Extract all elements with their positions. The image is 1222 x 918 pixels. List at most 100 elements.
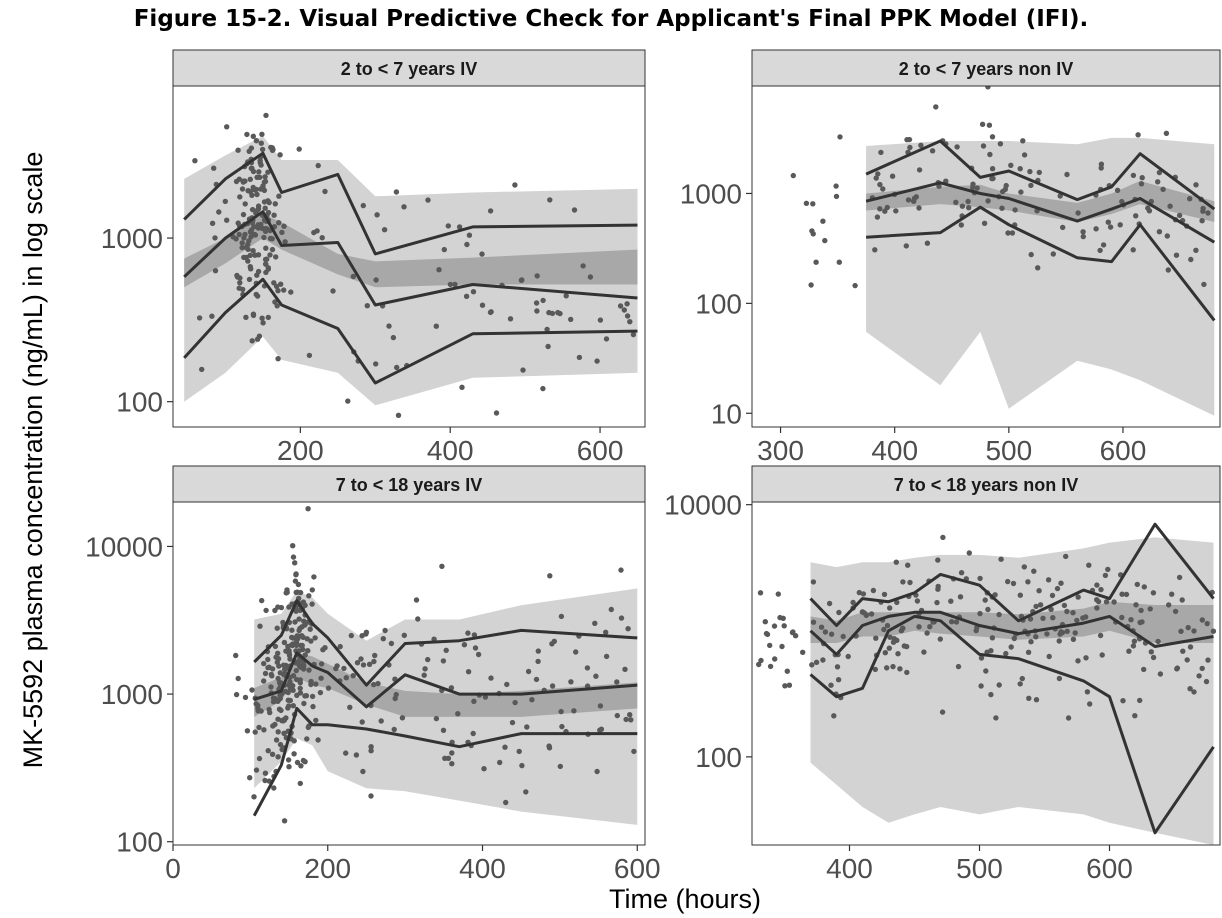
observation-point [360, 202, 366, 209]
observation-point [989, 175, 995, 182]
observation-point [269, 751, 276, 757]
observation-point [255, 252, 262, 258]
observation-point [269, 246, 276, 253]
observation-point [261, 660, 267, 667]
x-tick-label: 600 [614, 853, 661, 884]
observation-point [784, 668, 790, 674]
observation-point [547, 197, 553, 203]
observation-point [1119, 614, 1125, 621]
observation-point [306, 667, 312, 673]
observation-point [288, 289, 294, 295]
observation-point [333, 665, 339, 672]
observation-point [900, 625, 906, 631]
observation-point [621, 307, 627, 313]
observation-point [318, 661, 325, 667]
observation-point [277, 741, 284, 748]
observation-point [887, 634, 893, 640]
observation-point [1180, 648, 1186, 654]
observation-point [394, 364, 400, 371]
observation-point [781, 623, 787, 629]
observation-point [893, 559, 899, 565]
observation-point [401, 632, 407, 638]
observation-point [906, 136, 913, 143]
observation-point [1098, 165, 1104, 171]
observation-point [265, 209, 272, 216]
observation-point [614, 712, 620, 719]
observation-point [1131, 638, 1138, 644]
observation-point [860, 591, 867, 597]
observation-point [519, 277, 525, 283]
observation-point [1044, 631, 1050, 637]
observation-point [1114, 187, 1121, 193]
observation-point [1167, 203, 1173, 209]
observation-point [1033, 603, 1039, 610]
observation-point [809, 662, 815, 668]
observation-point [297, 680, 303, 686]
x-tick-label: 600 [1086, 853, 1133, 884]
observation-point [907, 144, 913, 151]
observation-point [277, 692, 283, 698]
observation-point [924, 630, 930, 636]
observation-point [433, 715, 440, 722]
observation-point [1036, 588, 1042, 594]
observation-point [273, 737, 280, 743]
observation-point [1188, 256, 1194, 263]
observation-point [275, 729, 281, 735]
observation-point [1184, 657, 1190, 663]
observation-point [953, 199, 959, 205]
observation-point [359, 633, 365, 639]
observation-point [985, 198, 991, 204]
observation-point [1020, 138, 1026, 144]
observation-point [549, 683, 556, 689]
observation-point [957, 594, 964, 600]
observation-point [247, 252, 253, 259]
observation-point [1075, 658, 1081, 664]
observation-point [241, 178, 247, 184]
observation-point [985, 606, 991, 613]
observation-point [1105, 566, 1111, 573]
observation-point [1026, 695, 1032, 701]
observation-point [1028, 182, 1034, 189]
observation-point [278, 707, 284, 714]
observation-point [313, 681, 319, 687]
observation-point [1074, 617, 1080, 624]
observation-point [624, 313, 631, 319]
observation-point [465, 669, 472, 675]
observation-point [571, 207, 578, 213]
observation-point [1035, 265, 1041, 271]
observation-point [368, 793, 374, 799]
observation-point [472, 645, 479, 651]
observation-point [623, 716, 629, 723]
observation-point [1021, 564, 1027, 570]
observation-point [875, 171, 881, 177]
observation-point [1164, 233, 1171, 239]
observation-point [471, 698, 477, 704]
observation-point [1204, 620, 1210, 627]
observation-point [535, 658, 541, 665]
observation-point [443, 647, 449, 653]
observation-point [294, 759, 301, 766]
observation-point [413, 597, 420, 603]
observation-point [449, 761, 455, 767]
observation-point [826, 600, 833, 607]
observation-point [880, 186, 886, 192]
observation-point [576, 354, 583, 361]
observation-point [985, 86, 991, 90]
observation-point [244, 728, 251, 734]
observation-point [285, 757, 292, 763]
observation-point [1178, 628, 1184, 634]
observation-point [873, 175, 879, 181]
observation-point [292, 578, 299, 584]
observation-point [977, 575, 983, 582]
median-line [809, 610, 1214, 656]
observation-point [265, 265, 271, 271]
observation-point [461, 642, 468, 648]
observation-point [487, 208, 494, 214]
observation-point [350, 673, 356, 679]
observation-point [297, 685, 303, 691]
observation-point [966, 205, 972, 211]
observation-point [756, 661, 762, 668]
observation-point [1137, 697, 1143, 704]
observation-point [262, 228, 269, 234]
observation-point [524, 724, 530, 730]
